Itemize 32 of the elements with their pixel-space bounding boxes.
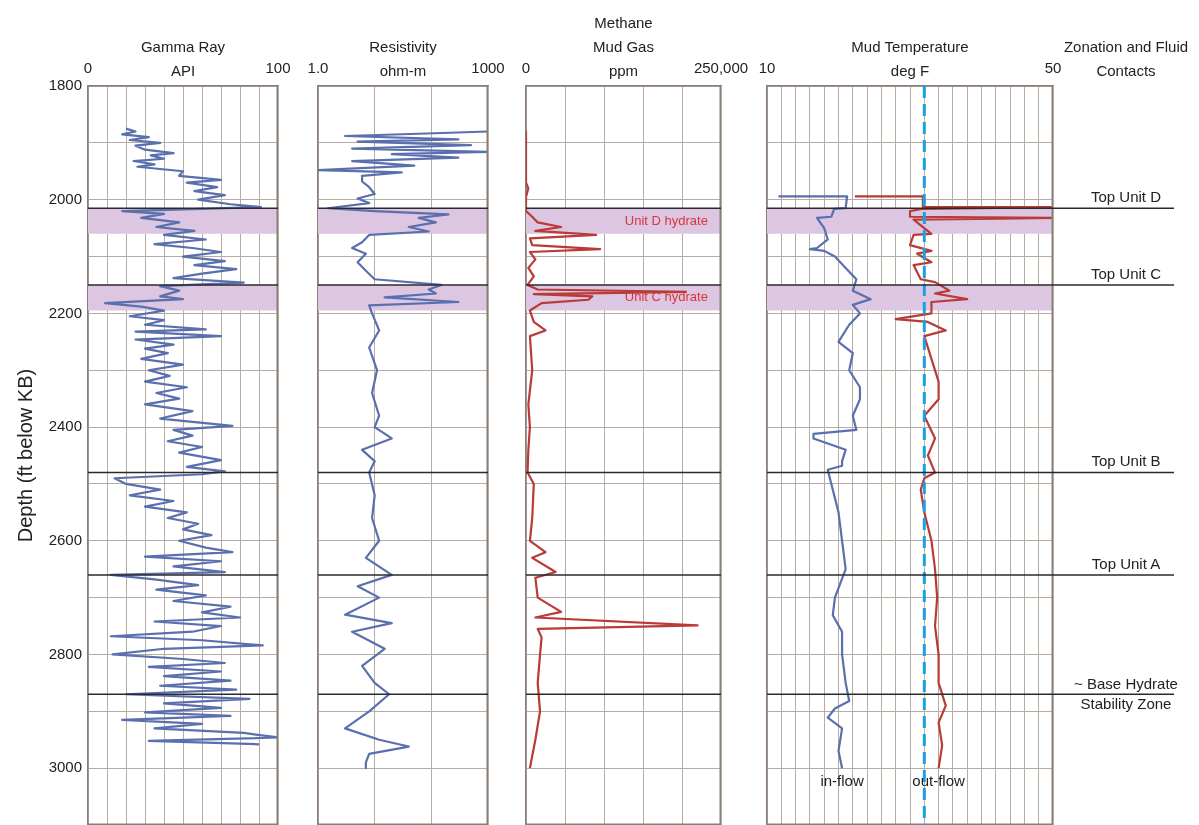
y-tick-label: 2400 — [48, 417, 82, 435]
ref-line-label: ~ Base Hydrate Stability Zone — [1074, 674, 1178, 712]
y-axis-title: Depth (ft below KB) — [13, 368, 36, 543]
series-label: out-flow — [912, 771, 966, 789]
ref-line-label: Top Unit A — [1091, 554, 1161, 572]
ref-line-label: Top Unit C — [1090, 264, 1162, 282]
series-label: in-flow — [820, 771, 864, 789]
y-tick-label: 3000 — [48, 758, 82, 776]
y-tick-label: 2000 — [48, 189, 82, 207]
x-tick-label: 0 — [521, 59, 531, 77]
x-tick-label: 50 — [1044, 59, 1062, 77]
x-axis-title: API — [170, 62, 196, 79]
x-tick-label: 10 — [758, 59, 776, 77]
y-tick-label: 2200 — [48, 303, 82, 321]
y-tick-label: 2800 — [48, 644, 82, 662]
band-label: Unit D hydrate — [624, 212, 708, 228]
x-axis-title: ohm-m — [379, 62, 427, 79]
x-axis-title: ppm — [608, 62, 639, 79]
text: Zonation and Fluid Contacts — [1063, 38, 1189, 79]
x-tick-label: 100 — [265, 59, 291, 77]
x-tick-label: 1.0 — [307, 59, 329, 77]
ref-line-label: Top Unit B — [1091, 452, 1161, 470]
ref-line-label: Top Unit D — [1090, 187, 1162, 205]
chart-title: Mud Temperature — [851, 38, 969, 55]
chart-title: Gamma Ray — [140, 38, 226, 55]
x-tick-label: 1000 — [471, 59, 505, 77]
y-tick-label: 1800 — [48, 76, 82, 94]
x-tick-label: 250,000 — [693, 59, 749, 77]
y-tick-label: 2600 — [48, 530, 82, 548]
x-axis-title: deg F — [890, 62, 930, 79]
chart-title: Resistivity — [369, 38, 438, 55]
x-tick-label: 0 — [83, 59, 93, 77]
